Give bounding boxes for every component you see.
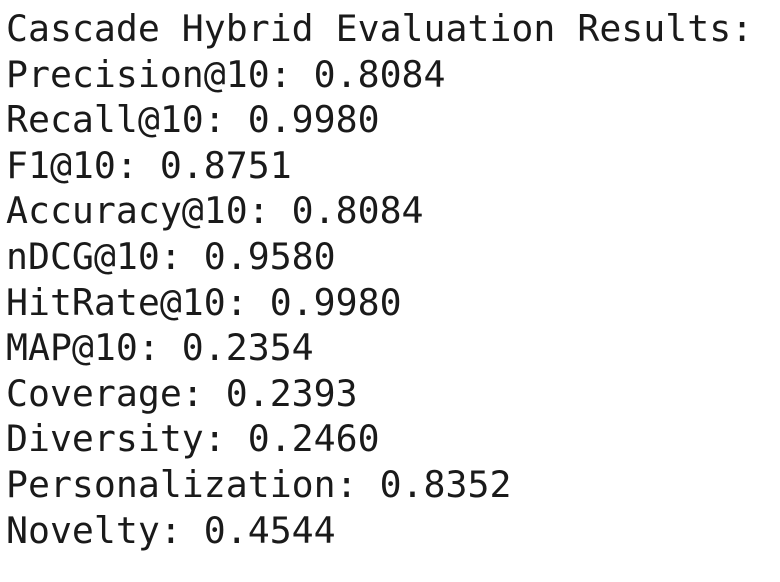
metric-accuracy: Accuracy@10: 0.8084: [6, 189, 424, 233]
metric-precision: Precision@10: 0.8084: [6, 52, 446, 96]
metric-ndcg: nDCG@10: 0.9580: [6, 234, 336, 278]
metric-recall: Recall@10: 0.9980: [6, 98, 380, 142]
metric-hitrate: HitRate@10: 0.9980: [6, 280, 402, 324]
metric-map: MAP@10: 0.2354: [6, 326, 314, 370]
metric-novelty: Novelty: 0.4544: [6, 508, 336, 552]
metric-diversity: Diversity: 0.2460: [6, 417, 380, 461]
metric-coverage: Coverage: 0.2393: [6, 371, 358, 415]
results-header: Cascade Hybrid Evaluation Results:: [6, 7, 754, 50]
metric-personalization: Personalization: 0.8352: [6, 462, 512, 506]
metric-f1: F1@10: 0.8751: [6, 143, 292, 187]
